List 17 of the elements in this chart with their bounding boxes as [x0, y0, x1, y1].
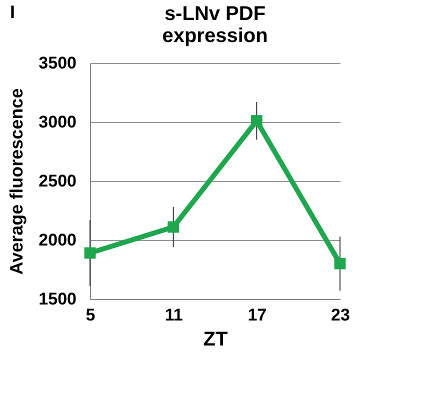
- y-tick-label: 2000: [38, 230, 76, 250]
- x-axis-title: ZT: [203, 328, 228, 350]
- x-tick-label: 17: [248, 306, 267, 324]
- y-tick-label: 2500: [38, 172, 76, 190]
- point: [168, 221, 180, 233]
- text: I: [10, 2, 16, 23]
- y-tick-label: 1500: [38, 290, 76, 308]
- x-tick-label: 5: [86, 306, 96, 324]
- point: [84, 247, 96, 259]
- y-tick-label: 3500: [38, 54, 76, 72]
- x-tick-label: 11: [164, 306, 183, 324]
- y-axis-title: Average fluorescence: [6, 88, 27, 275]
- y-tick-label: 3000: [38, 112, 76, 132]
- point: [334, 258, 346, 270]
- chart-title: s-LNv PDF expression: [162, 3, 268, 47]
- x-tick-label: 23: [331, 306, 350, 324]
- point: [250, 115, 262, 127]
